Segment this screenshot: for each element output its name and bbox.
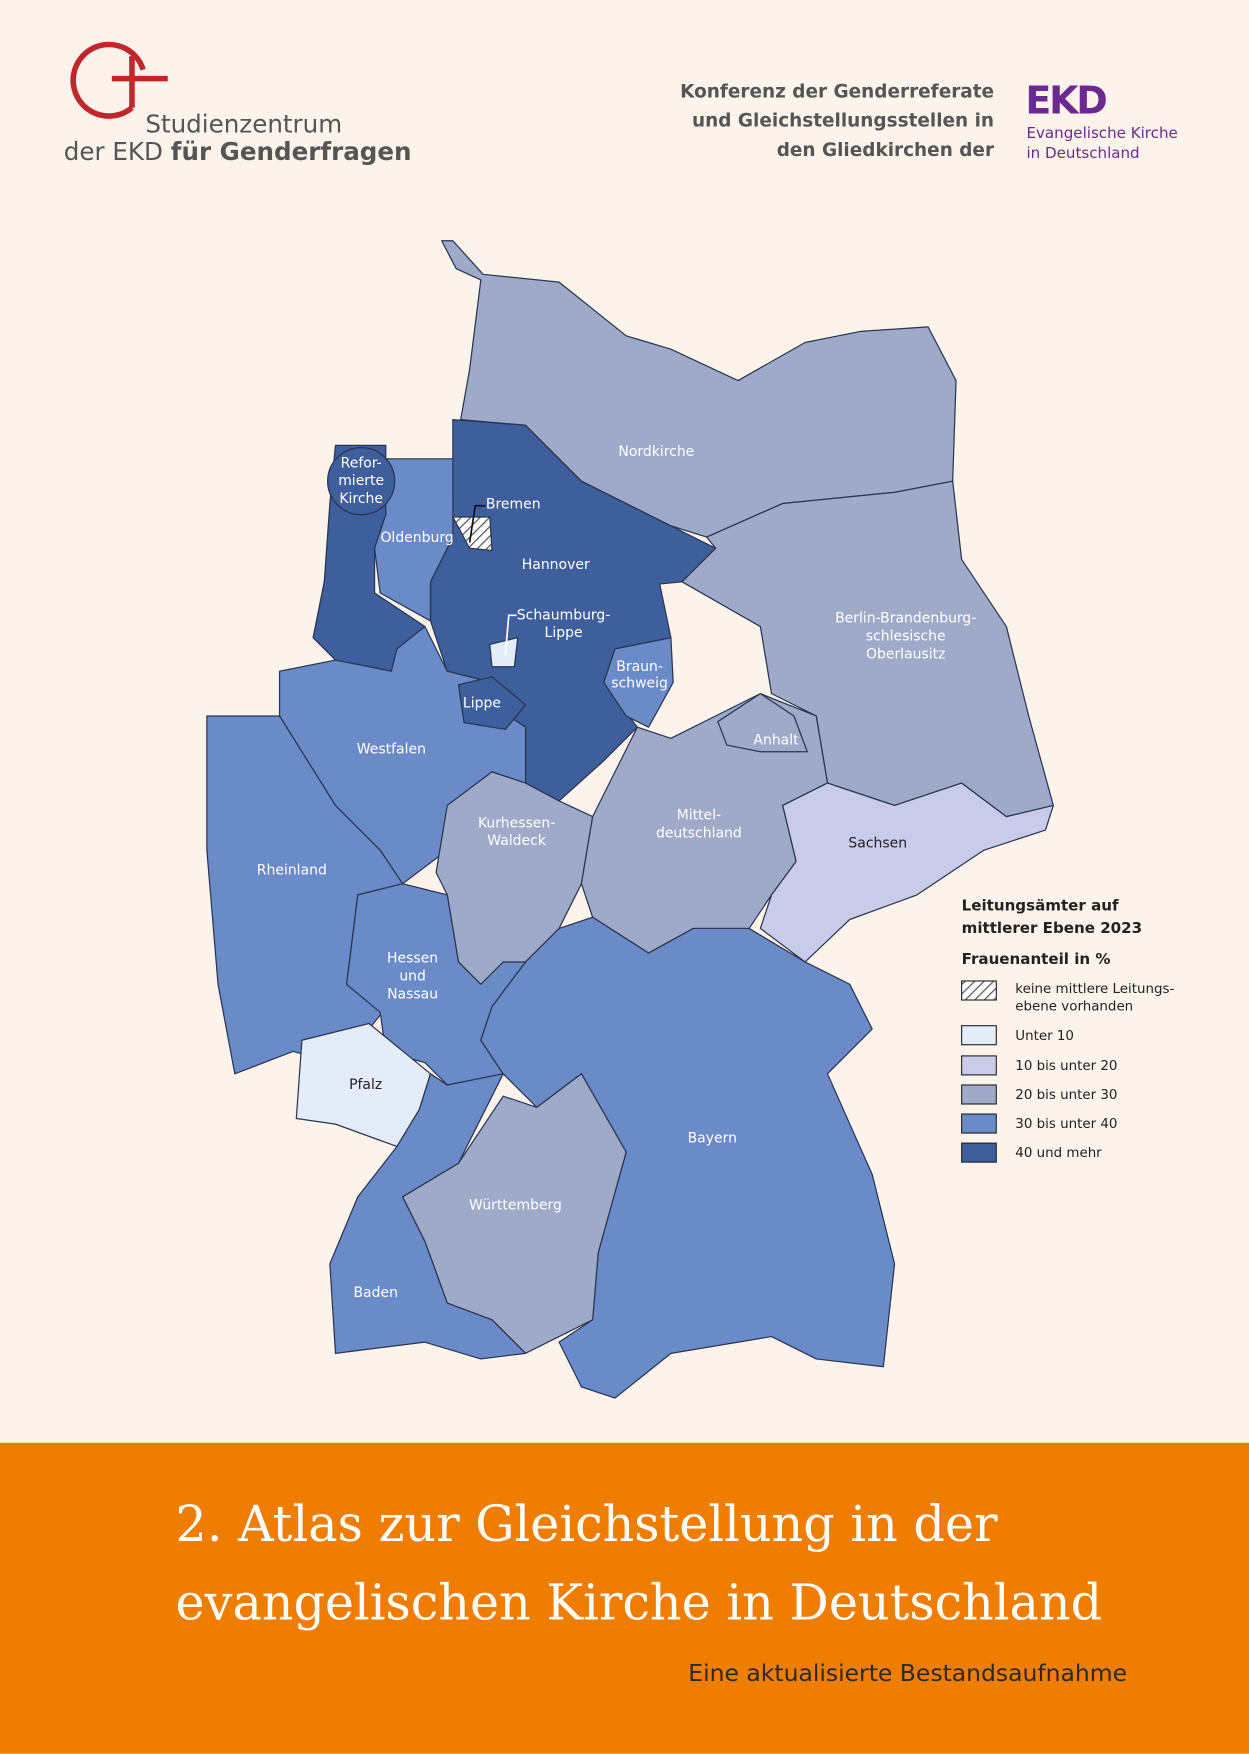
legend: Leitungsämter auf mittlerer Ebene 2023 F… [961,897,1175,1163]
legend-swatch [961,1055,997,1076]
region-label: Baden [353,1285,397,1301]
legend-swatch [961,1113,997,1134]
region-label: Pfalz [349,1077,382,1093]
region-label: Mittel- [677,808,721,824]
leader-line [504,614,517,655]
legend-title: mittlerer Ebene 2023 [962,919,1143,937]
map [206,240,1054,1399]
footer-band [0,1442,1249,1754]
label-bubble [327,447,396,516]
ekd-mark: EKD [1025,78,1106,122]
legend-label: Unter 10 [1015,1029,1074,1044]
logo-line2-regular: der EKD [64,137,163,166]
region-label: Westfalen [357,742,426,758]
region-baden [329,1073,527,1360]
region-label: Refor- [341,455,382,471]
logo-right: EKD Evangelische Kirche in Deutschland [1025,78,1177,162]
region-label: Rheinland [257,862,327,878]
region-label: Lippe [545,625,583,641]
region-label: schlesische [866,629,946,645]
region-oldenburg [373,458,454,622]
region-braunschweig [603,637,674,728]
region-label: Waldeck [487,833,547,849]
footer: 2. Atlas zur Gleichstellung in der evang… [176,1495,1103,1631]
legend-subtitle: Frauenanteil in % [962,950,1111,968]
logo-line1: Studienzentrum [145,109,342,138]
region-label: Anhalt [753,733,799,749]
legend-label: keine mittlere Leitungs- [1015,982,1174,997]
legend-label: 40 und mehr [1015,1146,1102,1161]
region-label: schweig [611,676,668,692]
footer-title: evangelischen Kirche in Deutschland [176,1573,1103,1631]
region-label: Braun- [616,659,663,675]
region-labels: Nordkirche Berlin-Brandenburg- schlesisc… [257,444,977,1301]
region-label: mierte [338,473,384,489]
region-label: Württemberg [469,1198,562,1214]
region-schaumburg-lippe [489,637,519,668]
region-label: Hessen [387,951,438,967]
region-bremen [452,516,493,552]
conference-line: den Gliedkirchen der [777,140,995,161]
legend-label: 30 bis unter 40 [1015,1117,1117,1132]
region-label: Nassau [387,986,438,1002]
region-label: Bremen [486,497,541,513]
legend-swatch [961,1025,997,1046]
conference: Konferenz der Genderreferate und Gleichs… [680,82,995,161]
footer-subtitle: Eine aktualisierte Bestandsaufnahme [688,1659,1127,1687]
footer-title: 2. Atlas zur Gleichstellung in der [176,1495,998,1553]
conference-line: Konferenz der Genderreferate [680,82,994,103]
region-lippe [457,676,527,731]
logo-line2-bold: für Genderfragen [171,137,412,166]
logo-left: Studienzentrum der EKD für Genderfragen [64,41,412,166]
ekd-line: Evangelische Kirche [1026,124,1177,142]
region-label: Oberlausitz [866,646,945,662]
region-label: Bayern [688,1131,737,1147]
legend-label: ebene vorhanden [1015,1000,1133,1015]
region-label: Oldenburg [380,530,453,546]
region-label: Sachsen [848,835,907,851]
region-label: Schaumburg- [517,607,611,623]
legend-swatch [961,1142,997,1163]
region-label: Kirche [339,491,383,507]
ekd-line: in Deutschland [1026,144,1139,162]
region-label: Nordkirche [618,444,694,460]
region-label: Lippe [463,696,501,712]
legend-label: 20 bis unter 30 [1015,1088,1117,1103]
leader-line [468,504,486,543]
region-label: deutschland [656,825,742,841]
logo-ring [70,41,146,119]
conference-line: und Gleichstellungsstellen in [692,111,994,132]
region-anhalt [717,693,808,753]
region-label: Berlin-Brandenburg- [835,611,976,627]
region-label: Hannover [522,557,590,573]
region-label: und [399,969,426,985]
legend-label: 10 bis unter 20 [1015,1059,1117,1074]
region-sachsen [759,782,1054,963]
legend-swatch [961,980,997,1001]
legend-title: Leitungsämter auf [962,897,1119,915]
region-label: Kurhessen- [478,815,555,831]
logo-line2: der EKD für Genderfragen [64,137,412,166]
legend-swatch [961,1084,997,1105]
